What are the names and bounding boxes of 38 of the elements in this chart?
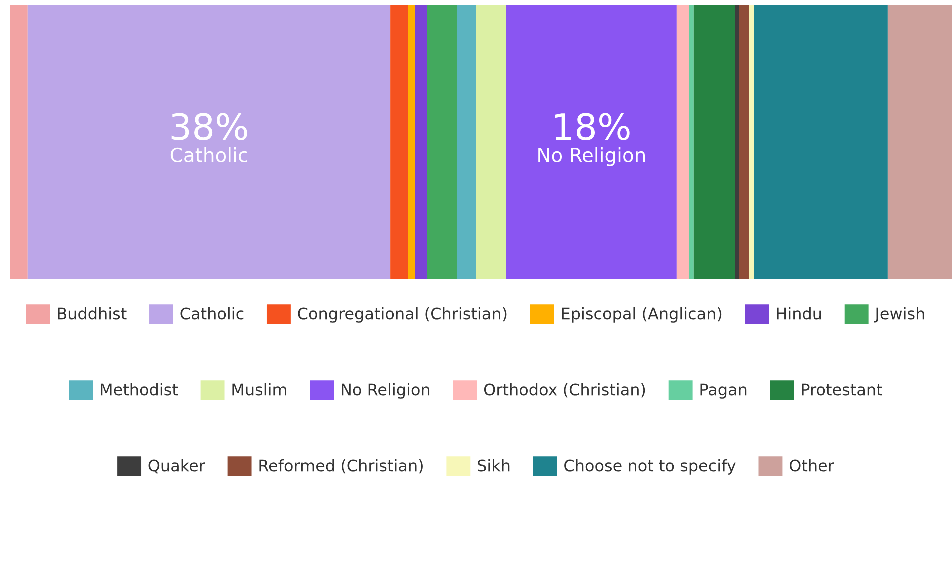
legend-label: Sikh	[478, 459, 510, 472]
legend-label: Protestant	[802, 384, 882, 396]
text: No Religion	[538, 147, 646, 166]
data-label: 18%	[556, 113, 630, 140]
legend-label: Methodist	[101, 383, 178, 396]
legend-label: Catholic	[180, 307, 244, 320]
bar	[739, 5, 750, 279]
legend-label: Jewish	[874, 307, 924, 323]
bar	[415, 5, 428, 279]
bar	[476, 5, 506, 279]
legend-label: Orthodox (Christian)	[484, 383, 646, 398]
bar	[694, 5, 736, 279]
bar	[408, 5, 416, 279]
legend-label: Congregational (Christian)	[298, 307, 507, 323]
bar	[735, 5, 740, 279]
legend-label: Buddhist	[58, 307, 127, 320]
legend-label: Other	[790, 459, 834, 472]
bar	[749, 5, 754, 279]
bar	[676, 5, 690, 279]
legend-label: Quaker	[148, 459, 206, 474]
bar	[888, 5, 952, 279]
legend-label: Choose not to specify	[564, 459, 736, 475]
text: Catholic	[170, 147, 248, 163]
bar	[28, 5, 391, 279]
legend-label: Reformed (Christian)	[260, 459, 423, 474]
bar	[390, 5, 408, 279]
legend-label: Muslim	[232, 383, 286, 396]
bar	[506, 5, 677, 279]
legend-label: No Religion	[342, 383, 430, 399]
bar	[10, 5, 28, 279]
legend-label: Pagan	[700, 384, 747, 399]
legend-label: Episcopal (Anglican)	[562, 307, 722, 323]
bar	[754, 5, 888, 279]
bar	[689, 5, 694, 279]
bar	[457, 5, 476, 279]
bar	[427, 5, 458, 279]
legend-label: Hindu	[777, 307, 822, 320]
data-label: 38%	[172, 113, 248, 140]
